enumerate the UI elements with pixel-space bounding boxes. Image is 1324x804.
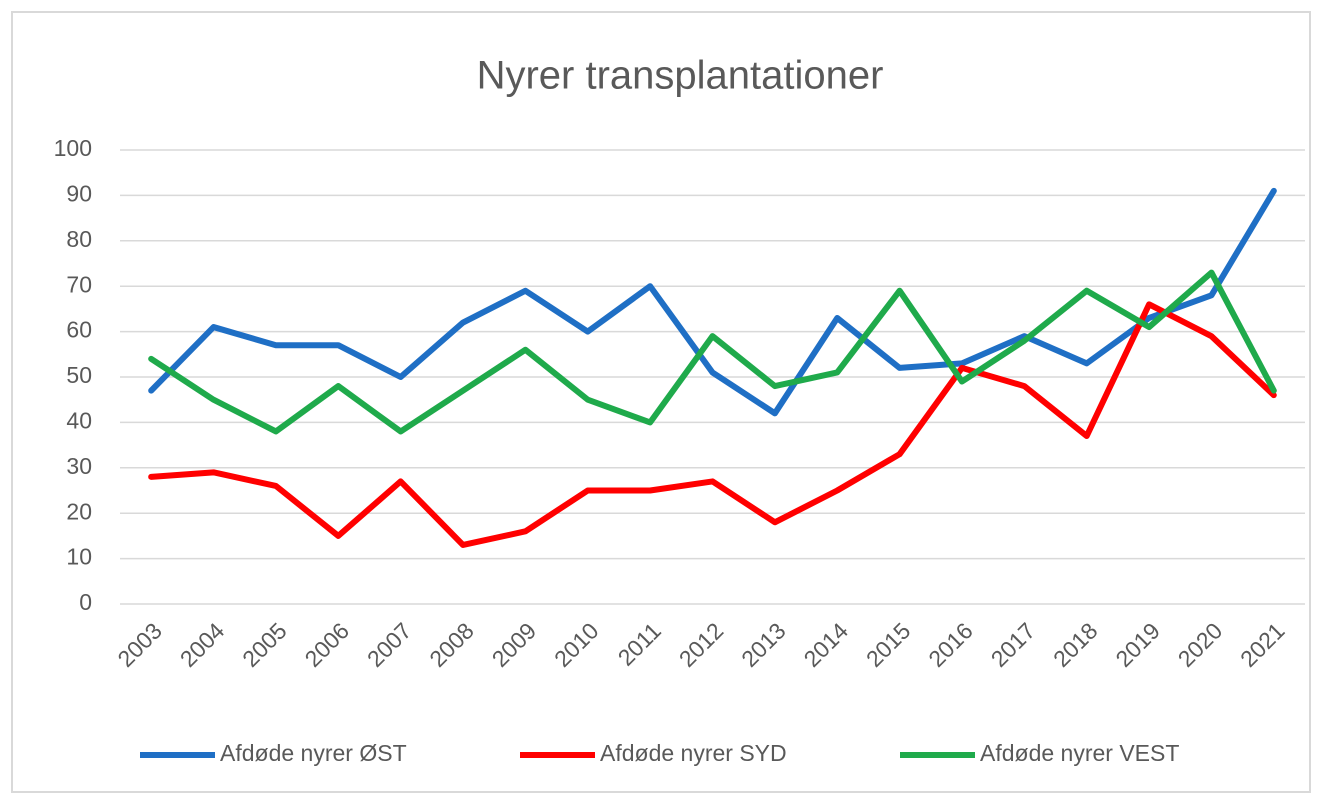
y-tick-label: 60 [66,317,92,343]
legend-label: Afdøde nyrer SYD [600,740,787,766]
y-tick-label: 40 [66,407,92,433]
y-tick-label: 50 [66,362,92,388]
y-tick-label: 30 [66,453,92,479]
y-tick-label: 20 [66,498,92,524]
line-series [148,269,1277,435]
y-tick-label: 10 [66,544,92,570]
line-series [148,187,1277,417]
line-series [148,301,1277,548]
y-tick-label: 90 [66,180,92,206]
y-tick-label: 80 [66,226,92,252]
chart-frame [11,11,1311,793]
chart-title: Nyrer transplantationer [477,54,884,98]
y-tick-label: 0 [79,589,92,615]
y-tick-label: 100 [54,135,92,161]
legend-label: Afdøde nyrer VEST [980,740,1179,766]
y-tick-label: 70 [66,271,92,297]
legend-label: Afdøde nyrer ØST [220,740,407,766]
